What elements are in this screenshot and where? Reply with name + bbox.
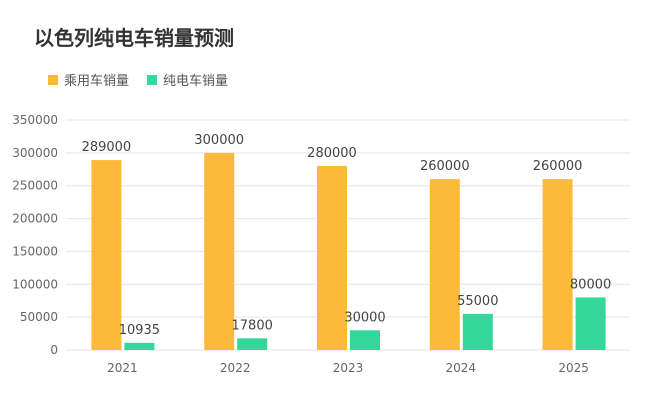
bar-ev (124, 342, 155, 350)
legend-swatch-passenger (48, 74, 58, 85)
x-tick-label: 2024 (446, 361, 477, 375)
bar-ev (462, 313, 493, 350)
bar-passenger (317, 166, 347, 350)
y-tick-label: 250000 (12, 179, 58, 193)
legend-item-ev: 纯电车销量 (147, 70, 228, 89)
y-tick-label: 200000 (12, 212, 58, 226)
data-label: 280000 (307, 146, 357, 161)
y-tick-label: 350000 (12, 113, 58, 127)
chart-title: 以色列纯电车销量预测 (34, 26, 234, 50)
y-tick-label: 50000 (20, 310, 58, 324)
data-label: 30000 (344, 310, 385, 325)
bar-passenger (204, 152, 235, 350)
legend-swatch-ev (147, 74, 158, 85)
x-tick-label: 2025 (558, 361, 589, 375)
x-tick-label: 2021 (107, 361, 138, 375)
bar-ev (237, 338, 268, 350)
bar-ev (350, 330, 380, 350)
legend-label-passenger: 乘用车销量 (64, 74, 130, 89)
bar-passenger (91, 160, 122, 350)
y-tick-label: 0 (50, 343, 58, 357)
data-label: 17800 (232, 318, 273, 333)
bar-ev (575, 297, 606, 350)
legend: 乘用车销量 纯电车销量 (48, 70, 228, 89)
data-label: 300000 (194, 133, 244, 148)
bar-passenger (542, 179, 573, 350)
legend-item-passenger: 乘用车销量 (48, 70, 129, 89)
y-tick-label: 150000 (12, 244, 58, 258)
x-tick-label: 2022 (220, 361, 251, 375)
bar-passenger (429, 179, 460, 350)
y-tick-label: 100000 (12, 277, 58, 291)
y-tick-label: 300000 (12, 146, 58, 160)
data-label: 260000 (533, 159, 583, 174)
data-label: 10935 (119, 323, 160, 338)
data-label: 80000 (570, 277, 611, 292)
data-label: 55000 (457, 294, 498, 309)
data-label: 289000 (82, 140, 132, 155)
legend-label-ev: 纯电车销量 (163, 74, 229, 89)
data-label: 260000 (420, 159, 470, 174)
x-tick-label: 2023 (333, 361, 364, 375)
